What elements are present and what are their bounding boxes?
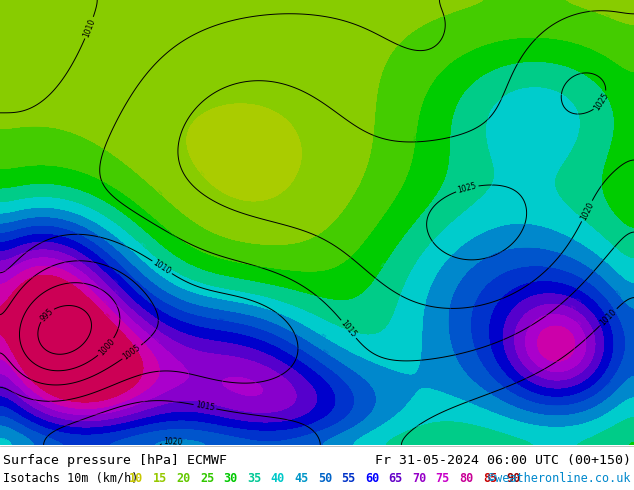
Text: 80: 80	[459, 471, 474, 485]
Text: 50: 50	[612, 289, 621, 298]
Text: 1020: 1020	[579, 200, 595, 221]
Text: 55: 55	[604, 377, 613, 387]
Text: 70: 70	[567, 305, 576, 313]
Text: 25: 25	[200, 471, 214, 485]
Text: 1010: 1010	[82, 17, 97, 38]
Text: 20: 20	[176, 471, 191, 485]
Text: 50: 50	[320, 348, 329, 357]
Text: 1010: 1010	[152, 258, 172, 276]
Text: Isotachs 10m (km/h): Isotachs 10m (km/h)	[3, 471, 139, 485]
Text: 30: 30	[413, 133, 420, 142]
Text: 40: 40	[495, 427, 503, 435]
Text: 35: 35	[380, 261, 389, 270]
Text: 75: 75	[573, 319, 581, 328]
Text: 15: 15	[153, 471, 167, 485]
Text: 50: 50	[318, 471, 332, 485]
Text: 1025: 1025	[593, 91, 611, 112]
Text: 25: 25	[602, 14, 612, 21]
Text: 80: 80	[100, 299, 110, 309]
Text: 55: 55	[14, 418, 23, 426]
Text: 60: 60	[215, 421, 224, 428]
Text: 1015: 1015	[195, 400, 216, 413]
Text: 70: 70	[110, 288, 119, 297]
Text: 75: 75	[225, 385, 235, 393]
Text: 40: 40	[137, 242, 146, 250]
Text: 70: 70	[412, 471, 426, 485]
Text: 65: 65	[110, 278, 119, 287]
Text: 1000: 1000	[96, 337, 116, 358]
Text: 40: 40	[271, 471, 285, 485]
Text: 25: 25	[154, 190, 164, 198]
Text: 45: 45	[318, 333, 327, 341]
Text: 55: 55	[217, 318, 226, 324]
Text: 1020: 1020	[164, 438, 183, 447]
Text: 10: 10	[129, 471, 143, 485]
Text: 55: 55	[341, 471, 356, 485]
Text: 1005: 1005	[121, 343, 143, 362]
Text: 60: 60	[501, 368, 510, 377]
Text: 60: 60	[365, 471, 379, 485]
Text: Surface pressure [hPa] ECMWF: Surface pressure [hPa] ECMWF	[3, 454, 227, 467]
Text: 30: 30	[224, 471, 238, 485]
Text: 90: 90	[507, 471, 521, 485]
Text: 45: 45	[0, 434, 9, 441]
Text: 65: 65	[573, 297, 583, 306]
Text: 1010: 1010	[598, 307, 619, 327]
Text: 75: 75	[151, 337, 160, 345]
Text: 85: 85	[483, 471, 497, 485]
Text: 995: 995	[38, 306, 55, 323]
Text: 1025: 1025	[456, 181, 477, 195]
Text: 65: 65	[389, 471, 403, 485]
Text: 50: 50	[14, 428, 23, 436]
Text: 35: 35	[247, 471, 261, 485]
Text: 45: 45	[294, 471, 309, 485]
Text: 20: 20	[196, 170, 205, 179]
Text: 45: 45	[476, 402, 484, 410]
Text: ©weatheronline.co.uk: ©weatheronline.co.uk	[488, 471, 631, 485]
Text: 50: 50	[179, 436, 186, 441]
Text: 1015: 1015	[339, 319, 358, 340]
Text: 75: 75	[436, 471, 450, 485]
Text: 80: 80	[535, 345, 543, 354]
Text: Fr 31-05-2024 06:00 UTC (00+150): Fr 31-05-2024 06:00 UTC (00+150)	[375, 454, 631, 467]
Text: 85: 85	[102, 312, 111, 321]
Text: 40: 40	[586, 432, 596, 440]
